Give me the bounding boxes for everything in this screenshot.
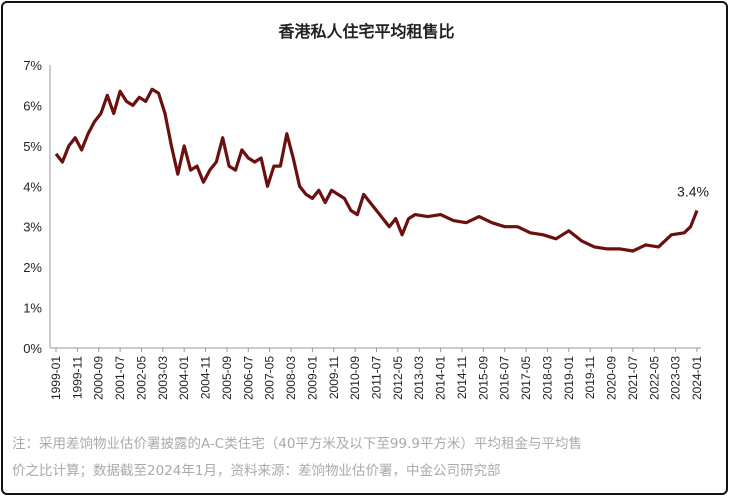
y-tick-label: 7%: [23, 58, 42, 73]
y-tick-label: 2%: [23, 260, 42, 275]
x-tick-label: 2004-11: [199, 356, 213, 399]
x-tick-label: 2016-07: [498, 356, 512, 400]
x-tick-label: 2003-03: [156, 356, 170, 400]
x-tick-label: 1999-11: [70, 356, 84, 399]
x-tick-label: 2024-01: [690, 356, 704, 400]
x-tick-label: 2011-07: [370, 356, 384, 399]
footnote-line-1: 注：采用差饷物业估价署披露的A-C类住宅（40平方米及以下至99.9平方米）平均…: [12, 436, 582, 452]
x-tick-label: 2018-03: [540, 356, 554, 400]
x-tick-label: 2001-07: [113, 356, 127, 400]
x-tick-label: 2017-05: [519, 356, 533, 400]
x-tick-label: 1999-01: [49, 356, 63, 400]
x-tick-label: 2014-01: [434, 356, 448, 400]
y-tick-label: 6%: [23, 98, 42, 113]
y-tick-label: 0%: [23, 341, 42, 356]
x-tick-label: 2009-11: [327, 356, 341, 399]
x-tick-label: 2000-09: [92, 356, 106, 400]
x-tick-label: 2012-05: [391, 356, 405, 400]
y-tick-label: 4%: [23, 179, 42, 194]
x-tick-label: 2015-09: [476, 356, 490, 400]
series-line: [54, 87, 699, 253]
footnote-line-2: 价之比计算；数据截至2024年1月，资料来源：差饷物业估价署，中金公司研究部: [12, 463, 501, 479]
x-tick-label: 2021-07: [626, 356, 640, 400]
x-tick-label: 2009-01: [305, 356, 319, 400]
x-tick-label: 2014-11: [455, 356, 469, 399]
x-tick-label: 2023-03: [669, 356, 683, 400]
x-tick-label: 2002-05: [134, 356, 148, 400]
y-tick-label: 3%: [23, 220, 42, 235]
x-tick-label: 2022-05: [647, 356, 661, 400]
y-tick-label: 1%: [23, 301, 42, 316]
data-label-latest: 3.4%: [677, 184, 709, 200]
x-tick-label: 2019-11: [583, 356, 597, 399]
x-tick-label: 2007-05: [263, 356, 277, 400]
x-tick-label: 2008-03: [284, 356, 298, 400]
x-tick-label: 2013-03: [412, 356, 426, 400]
x-tick-label: 2020-09: [605, 356, 619, 400]
footnote: 注：采用差饷物业估价署披露的A-C类住宅（40平方米及以下至99.9平方米）平均…: [12, 431, 727, 485]
x-tick-label: 2005-09: [220, 356, 234, 400]
x-tick-label: 2019-01: [562, 356, 576, 400]
y-tick-label: 5%: [23, 139, 42, 154]
x-tick-label: 2010-09: [348, 356, 362, 400]
x-tick-label: 2006-07: [241, 356, 255, 400]
chart-title: 香港私人住宅平均租售比: [278, 22, 455, 41]
x-tick-label: 2004-01: [177, 356, 191, 400]
